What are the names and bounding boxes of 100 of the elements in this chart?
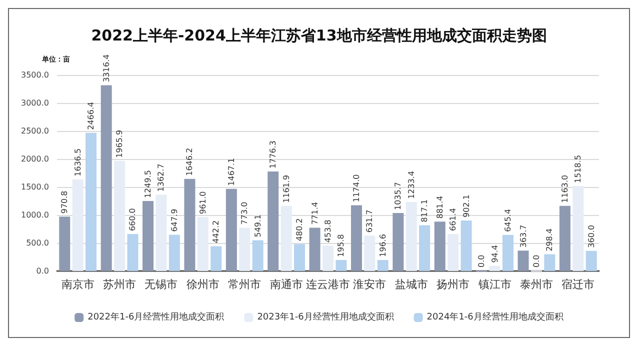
data-label: 1362.7 [156, 164, 166, 192]
data-label: 1174.0 [352, 174, 361, 202]
bar [559, 206, 570, 271]
bar [156, 194, 167, 271]
data-label: 1776.3 [268, 140, 278, 169]
data-label: 298.4 [545, 228, 554, 252]
data-label: 0.0 [477, 254, 486, 268]
bar [322, 246, 334, 271]
data-label: 1249.5 [144, 170, 153, 198]
data-label: 631.7 [365, 210, 374, 233]
data-label: 902.1 [462, 194, 471, 218]
data-label: 961.0 [198, 191, 208, 214]
bar [226, 188, 237, 271]
chart-title: 2022上半年-2024上半年江苏省13地市经营性用地成交面积走势图 [91, 26, 547, 44]
y-tick-label: 3000.0 [21, 98, 49, 108]
bar [72, 179, 84, 271]
x-tick-label: 淮安市 [353, 278, 386, 291]
y-tick-label: 1000.0 [21, 210, 49, 220]
legend-label: 2024年1-6月经营性用地成交面积 [426, 312, 564, 322]
data-label: 1467.1 [226, 158, 236, 186]
data-label: 453.8 [324, 220, 332, 243]
bar [364, 236, 376, 271]
x-tick-label: 宿迁市 [562, 278, 595, 291]
x-tick-label: 常州市 [228, 278, 262, 291]
bar [197, 217, 208, 271]
bar [377, 260, 388, 271]
bar [280, 206, 292, 271]
bar [586, 250, 597, 271]
bar [100, 85, 112, 271]
bar [448, 234, 459, 271]
legend-label: 2023年1-6月经营性用地成交面积 [257, 312, 394, 322]
data-label: 360.0 [586, 224, 596, 248]
data-label: 196.6 [378, 234, 388, 257]
data-label: 3316.4 [102, 54, 111, 82]
data-label: 645.4 [503, 208, 512, 232]
bar [268, 172, 279, 271]
bar [544, 254, 556, 271]
x-tick-label: 无锡市 [144, 278, 178, 291]
x-tick-label: 徐州市 [186, 278, 220, 291]
data-label: 647.9 [170, 208, 179, 232]
bar [502, 234, 514, 271]
x-tick-label: 镇江市 [477, 278, 512, 291]
bar [142, 201, 154, 271]
data-label: 1163.0 [560, 174, 570, 203]
bar [114, 160, 126, 271]
bar [127, 234, 138, 271]
bar [572, 186, 584, 271]
data-label: 363.7 [518, 224, 528, 248]
data-label: 1161.9 [282, 174, 291, 203]
data-label: 0.0 [532, 254, 541, 268]
data-label: 661.4 [448, 208, 458, 231]
data-label: 1035.7 [394, 182, 403, 210]
bar [252, 240, 264, 271]
data-label: 881.4 [435, 196, 444, 219]
bar [184, 178, 196, 271]
legend-label: 2022年1-6月经营性用地成交面积 [88, 312, 224, 322]
y-tick-label: 2500.0 [21, 126, 49, 136]
data-label: 660.0 [128, 208, 138, 232]
bar [392, 213, 404, 271]
bar [86, 132, 97, 271]
x-tick-label: 苏州市 [103, 278, 136, 291]
y-tick-label: 1500.0 [21, 182, 49, 192]
y-tick-label: 0.0 [36, 266, 49, 276]
x-tick-label: 南京市 [61, 278, 94, 291]
bar [59, 216, 70, 271]
bar [239, 228, 250, 271]
bar [168, 234, 180, 271]
data-label: 773.0 [240, 202, 250, 225]
bar [210, 246, 222, 271]
x-tick-label: 扬州市 [436, 278, 470, 291]
bar [434, 222, 446, 271]
bar [489, 266, 500, 271]
bar [309, 228, 320, 271]
y-tick-label: 2000.0 [21, 154, 49, 164]
data-label: 2466.4 [86, 102, 96, 130]
x-tick-label: 盐城市 [394, 278, 428, 291]
data-label: 771.4 [310, 202, 320, 225]
data-label: 970.8 [60, 190, 70, 214]
data-label: 1965.9 [115, 130, 124, 158]
bar [518, 250, 529, 271]
y-tick-label: 500.0 [26, 238, 49, 248]
data-label: 442.2 [212, 220, 221, 244]
data-label: 1518.5 [574, 154, 583, 183]
y-tick-label: 3500.0 [21, 70, 49, 80]
bar [294, 244, 306, 271]
data-label: 549.1 [253, 214, 262, 238]
bar [460, 220, 472, 271]
data-label: 1646.2 [185, 148, 194, 176]
data-label: 1636.5 [73, 148, 82, 176]
bar [336, 260, 347, 271]
data-label: 1233.4 [406, 170, 416, 199]
data-label: 94.4 [490, 244, 500, 263]
data-label: 480.2 [295, 218, 304, 242]
bar [350, 205, 362, 271]
bar [406, 202, 417, 271]
data-label: 195.8 [336, 234, 346, 258]
bar [419, 225, 430, 271]
x-tick-label: 泰州市 [520, 278, 553, 291]
data-label: 817.1 [420, 199, 430, 222]
x-tick-label: 连云港市 [306, 278, 350, 291]
